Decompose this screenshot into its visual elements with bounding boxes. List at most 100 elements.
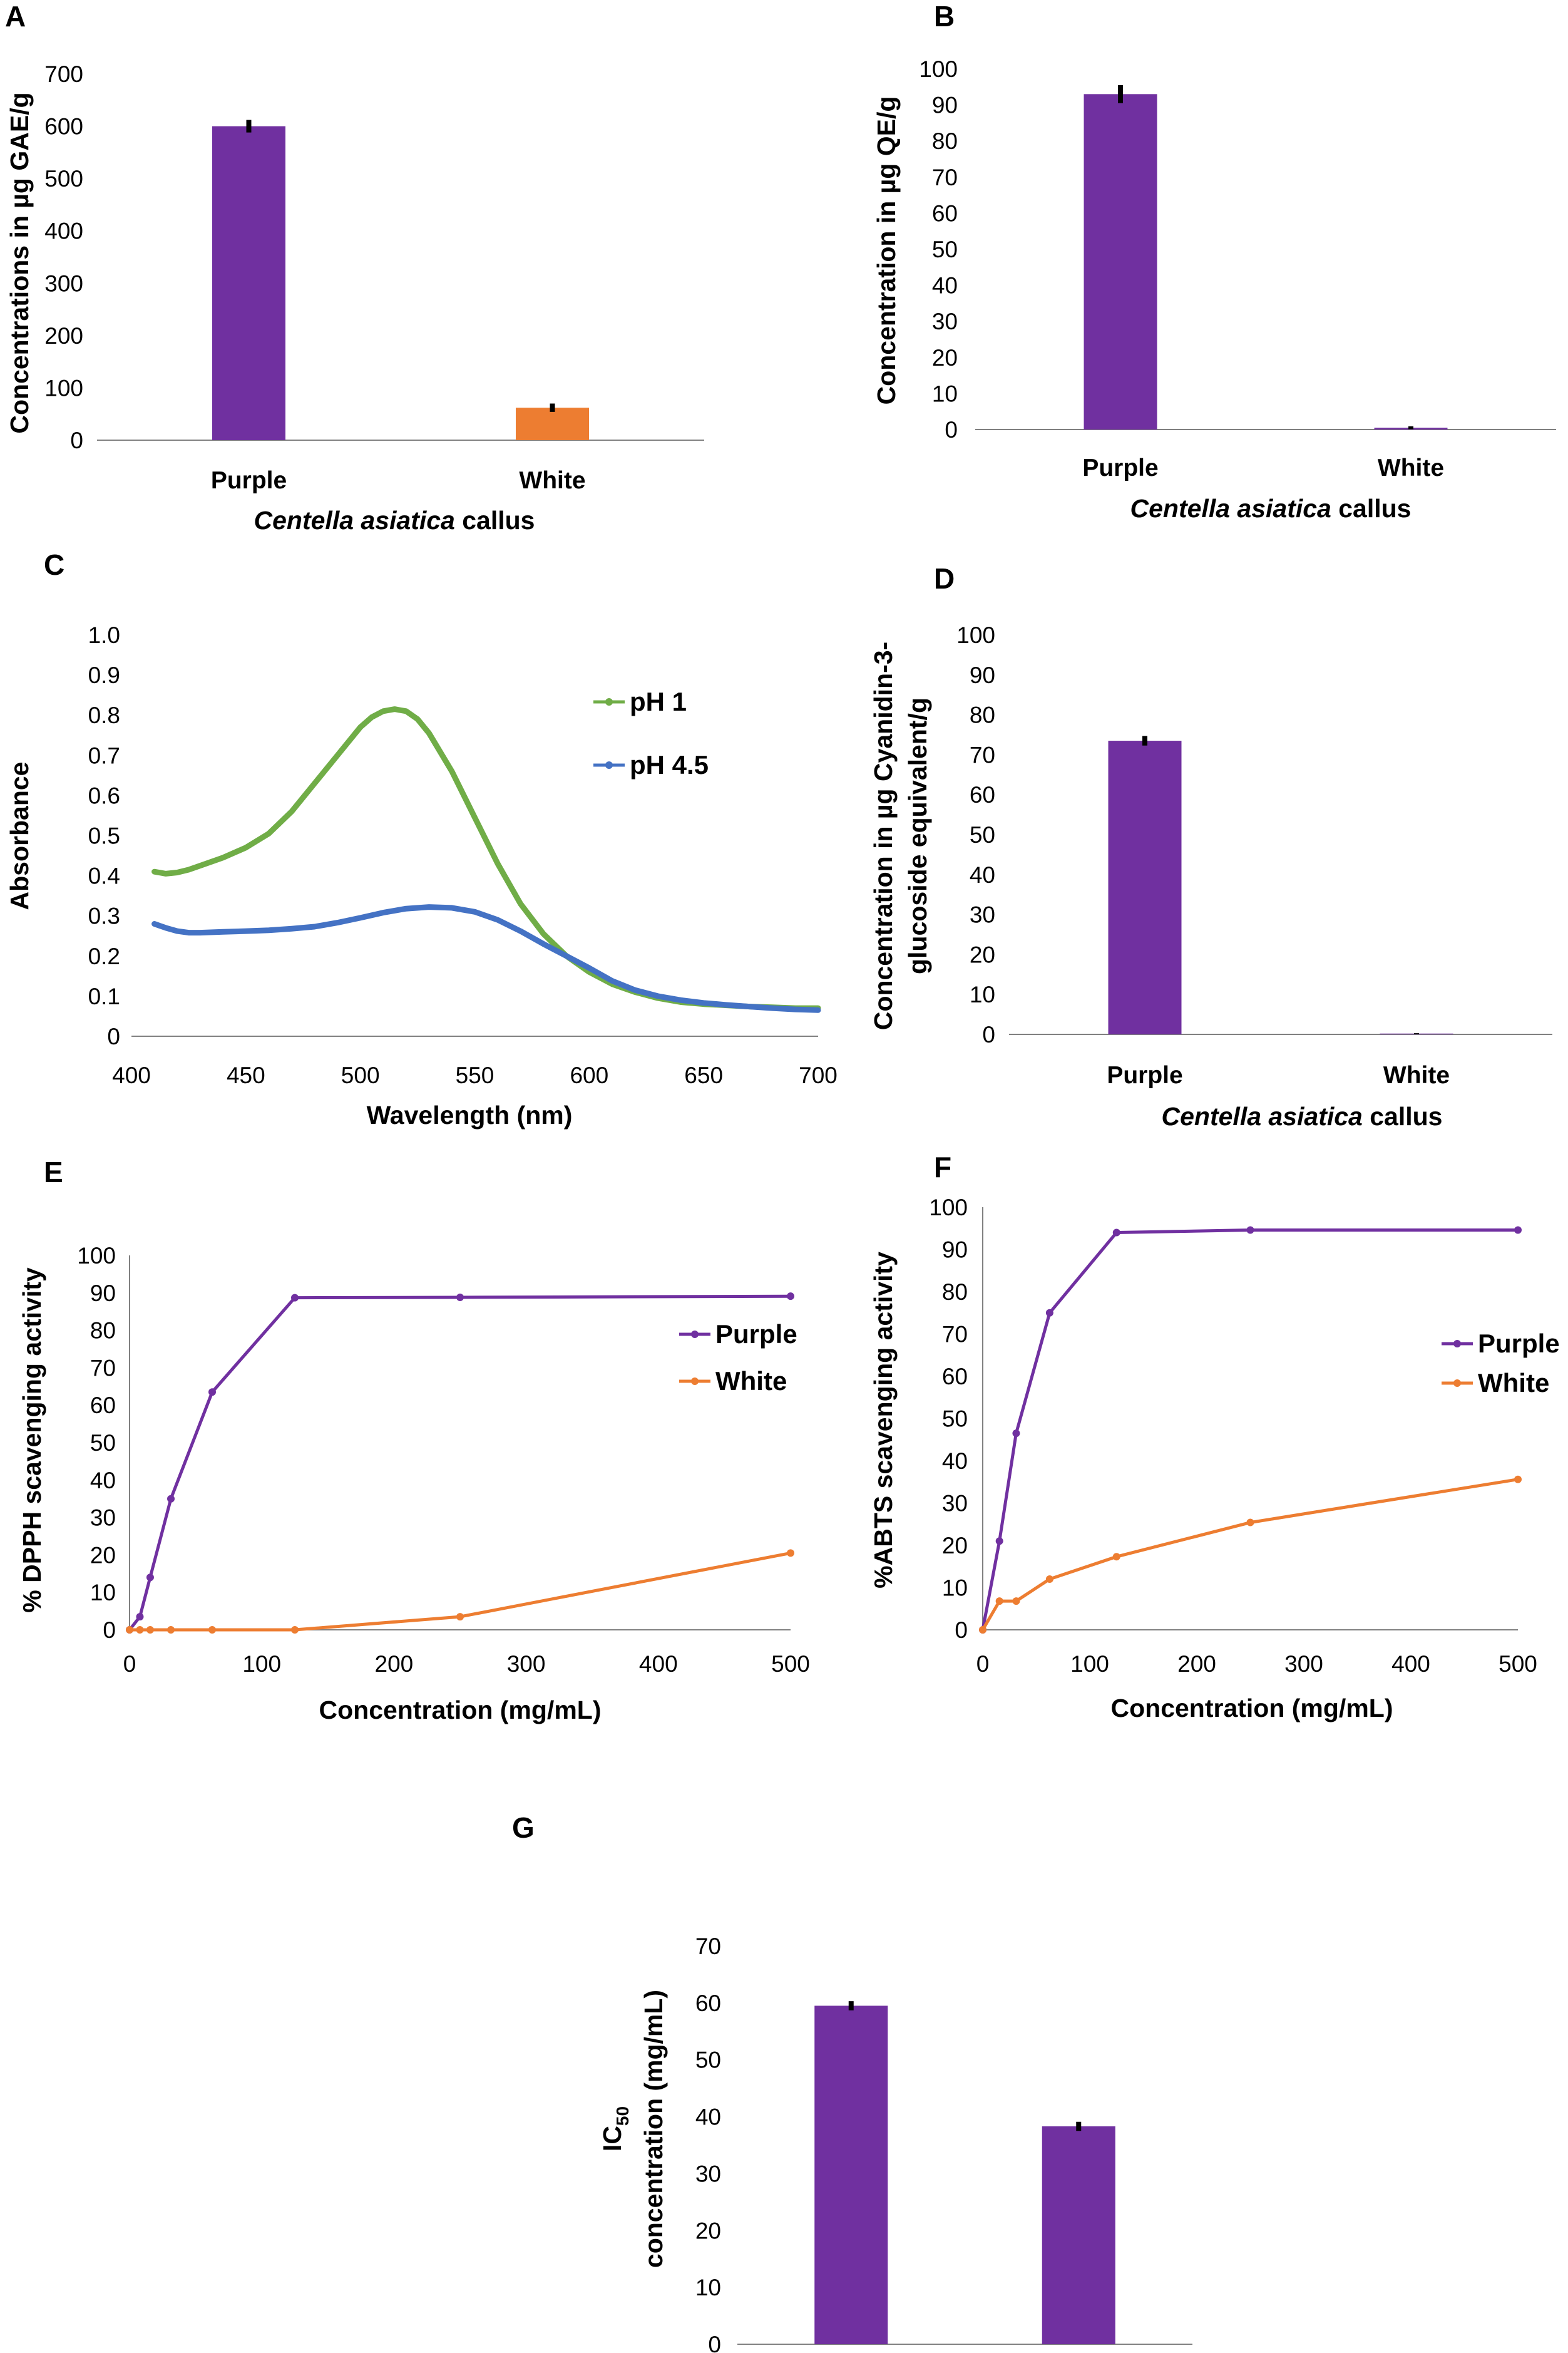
- panel-e-y-tick: 20: [90, 1542, 116, 1568]
- panel-a-category-labels: Purple White: [211, 467, 586, 494]
- panel-e-y-tick: 0: [103, 1617, 116, 1643]
- panel-e-y-tick: 30: [90, 1505, 116, 1531]
- panel-d-y-tick: 90: [970, 662, 995, 688]
- panel-a-y-tick: 600: [44, 114, 83, 140]
- panel-d-bar-purple: [1108, 741, 1182, 1034]
- panel-a-y-axis-label: Concentrations in µg GAE/g: [5, 92, 34, 433]
- panel-g-y-tick: 30: [695, 2161, 721, 2186]
- panel-b-y-tick: 90: [932, 93, 958, 118]
- panel-d-y-axis-label-line2: glucoside equivalent/g: [903, 698, 932, 974]
- panel-f-data-point: [1045, 1309, 1053, 1317]
- panel-g-bar-dpph: [814, 2005, 888, 2344]
- panel-g-bar-abts: [1042, 2126, 1115, 2344]
- panel-c-series-line-0: [151, 706, 821, 1011]
- panel-e-x-tick: 0: [123, 1651, 136, 1677]
- panel-c-legend-label: pH 1: [630, 687, 687, 716]
- panel-f-data-point: [995, 1537, 1003, 1545]
- panel-f-legend-label: White: [1478, 1368, 1549, 1398]
- panel-c-y-tick: 0.8: [88, 703, 120, 728]
- panel-e-data-point: [291, 1626, 299, 1634]
- panel-e-data-point: [136, 1626, 144, 1634]
- panel-f-y-tick: 60: [942, 1364, 968, 1389]
- panel-e-legend-marker: [691, 1377, 699, 1385]
- panel-e-y-tick: 10: [90, 1580, 116, 1605]
- panel-f-letter: F: [934, 1151, 951, 1183]
- panel-f-y-tick: 20: [942, 1533, 968, 1558]
- panel-f-data-point: [1514, 1226, 1522, 1234]
- panel-f-x-tick: 500: [1499, 1651, 1537, 1677]
- panel-c-y-tick: 0.3: [88, 904, 120, 929]
- panel-b-x-axis-label: Centella asiatica callus: [1130, 494, 1412, 523]
- panel-f-data-point: [995, 1597, 1003, 1605]
- panel-a: A 0 100 200 300 400 500 600 700 Purple White Con…: [5, 0, 704, 535]
- panel-d-category-label: White: [1383, 1062, 1450, 1089]
- panel-c-y-tick: 0: [107, 1024, 120, 1049]
- panel-b-y-tick: 20: [932, 345, 958, 371]
- panel-a-y-tick: 300: [44, 270, 83, 296]
- panel-e-data-point: [136, 1613, 144, 1621]
- panel-f-data-point: [1246, 1518, 1254, 1527]
- panel-f-data-point: [1514, 1475, 1522, 1483]
- panel-a-letter: A: [5, 0, 26, 33]
- panel-g-y-tick: 0: [708, 2332, 721, 2353]
- panel-g-ylabel-main: IC: [598, 2126, 627, 2151]
- panel-b-y-tick: 70: [932, 165, 958, 190]
- panel-b-category-label: Purple: [1082, 455, 1158, 481]
- panel-c-x-tick: 700: [799, 1063, 838, 1088]
- panel-e-y-tick: 100: [77, 1243, 116, 1269]
- panel-e-data-point: [456, 1613, 464, 1621]
- panel-f-x-axis-label: Concentration (mg/mL): [1111, 1694, 1393, 1722]
- panel-c-legend-label: pH 4.5: [630, 750, 709, 780]
- panel-c-x-tick: 600: [570, 1063, 608, 1088]
- panel-f-y-tick: 70: [942, 1322, 968, 1347]
- panel-f-x-tick: 400: [1391, 1651, 1430, 1677]
- panel-b-y-tick: 30: [932, 309, 958, 334]
- panel-c: C 0 0.1 0.2 0.3 0.4 0.5 0.6 0.7 0.8 0.9 1.0 400 450…: [5, 548, 838, 1130]
- panel-f-data-point: [1112, 1553, 1120, 1561]
- panel-c-x-tick: 450: [227, 1063, 265, 1088]
- panel-f-legend-marker: [1453, 1340, 1461, 1347]
- panel-g-y-tick: 40: [695, 2104, 721, 2130]
- panel-b-y-tick: 40: [932, 273, 958, 299]
- panel-a-bar-white: [516, 408, 589, 440]
- panel-f-y-tick: 90: [942, 1237, 968, 1263]
- panel-d-y-ticks: 0 10 20 30 40 50 60 70 80 90 100: [956, 622, 995, 1048]
- panel-a-category-label: White: [519, 467, 585, 494]
- panel-e-data-point: [291, 1294, 299, 1302]
- panel-f-x-tick: 200: [1177, 1651, 1216, 1677]
- panel-b-bar-purple: [1084, 94, 1157, 430]
- panel-c-x-tick: 650: [684, 1063, 723, 1088]
- panel-c-x-axis-label: Wavelength (nm): [367, 1101, 573, 1130]
- panel-c-x-tick: 500: [341, 1063, 380, 1088]
- panel-b-bars: [1084, 85, 1448, 430]
- panel-c-x-tick: 400: [112, 1063, 151, 1088]
- panel-e-x-tick: 400: [639, 1651, 678, 1677]
- panel-d-y-tick: 80: [970, 703, 995, 728]
- panel-b-y-tick: 10: [932, 381, 958, 406]
- panel-e-y-tick: 50: [90, 1430, 116, 1456]
- panel-g-y-tick: 60: [695, 1990, 721, 2016]
- panel-b-y-tick: 80: [932, 128, 958, 154]
- panel-e-data-point: [146, 1626, 154, 1634]
- panel-e-x-ticks: 0 100 200 300 400 500: [123, 1651, 810, 1677]
- panel-e-data-point: [208, 1626, 216, 1634]
- panel-e-x-tick: 500: [771, 1651, 810, 1677]
- panel-f-data-point: [1012, 1429, 1020, 1438]
- panel-e-y-axis-label: % DPPH scavenging activity: [18, 1267, 46, 1613]
- panel-f-y-tick: 10: [942, 1575, 968, 1601]
- panel-f-series-line-0: [981, 1228, 1520, 1632]
- panel-e-x-tick: 100: [242, 1651, 281, 1677]
- panel-e-x-tick: 300: [507, 1651, 546, 1677]
- panel-f-legend-marker: [1453, 1379, 1461, 1387]
- panel-f-y-tick: 30: [942, 1491, 968, 1516]
- panel-e-legend-label: Purple: [715, 1319, 797, 1349]
- panel-a-y-tick: 500: [44, 166, 83, 192]
- panel-f-legend: Purple White: [1442, 1329, 1560, 1398]
- panel-e-data-point: [167, 1495, 175, 1503]
- panel-d-x-label-rest: callus: [1363, 1102, 1443, 1131]
- panel-c-y-tick: 0.6: [88, 783, 120, 808]
- panel-e-legend: Purple White: [679, 1319, 797, 1396]
- panel-e-data-point: [456, 1293, 464, 1301]
